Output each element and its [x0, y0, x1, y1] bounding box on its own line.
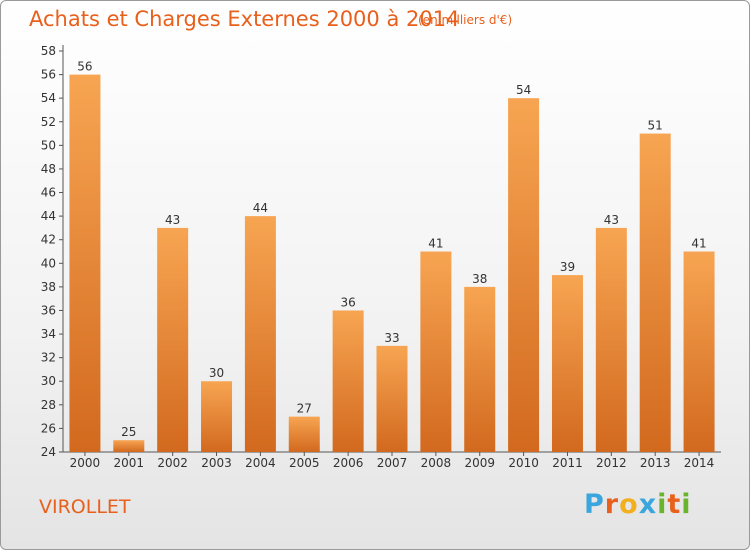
x-tick-label: 2005	[289, 456, 320, 470]
bar	[201, 381, 233, 452]
logo-letter: i	[657, 489, 668, 520]
bar	[683, 251, 715, 452]
bar	[332, 310, 364, 452]
data-label: 54	[516, 83, 531, 97]
x-tick-label: 2011	[552, 456, 583, 470]
chart-title: Achats et Charges Externes 2000 à 2014	[29, 7, 460, 31]
x-tick-label: 2009	[464, 456, 495, 470]
data-label: 43	[165, 213, 180, 227]
bar	[508, 98, 540, 453]
x-tick-label: 2004	[245, 456, 276, 470]
proxiti-logo[interactable]: Proxiti	[584, 489, 692, 520]
data-label: 36	[340, 295, 355, 309]
logo-letter: i	[681, 489, 692, 520]
bar	[69, 74, 101, 453]
bar	[551, 275, 583, 452]
x-tick-label: 2013	[640, 456, 671, 470]
data-label: 51	[648, 119, 663, 133]
bar	[288, 416, 320, 452]
x-tick-label: 2000	[70, 456, 101, 470]
x-tick-label: 2014	[684, 456, 715, 470]
y-tick-label: 56	[41, 68, 56, 82]
bar	[157, 227, 189, 452]
x-tick-label: 2012	[596, 456, 627, 470]
x-tick-label: 2003	[201, 456, 232, 470]
y-tick-label: 46	[41, 186, 56, 200]
data-label: 41	[428, 237, 443, 251]
data-label: 39	[560, 260, 575, 274]
y-tick-label: 42	[41, 233, 56, 247]
commune-name: VIROLLET	[39, 496, 131, 518]
data-label: 27	[297, 402, 312, 416]
bar	[595, 227, 627, 452]
x-tick-label: 2008	[421, 456, 452, 470]
x-tick-label: 2006	[333, 456, 364, 470]
y-tick-label: 58	[41, 44, 56, 58]
y-tick-label: 36	[41, 303, 56, 317]
data-label: 33	[384, 331, 399, 345]
y-tick-label: 34	[41, 327, 56, 341]
data-label: 30	[209, 366, 224, 380]
y-tick-label: 28	[41, 398, 56, 412]
x-tick-label: 2007	[377, 456, 408, 470]
y-tick-label: 40	[41, 256, 56, 270]
logo-letter: x	[638, 489, 658, 520]
data-label: 41	[691, 237, 706, 251]
y-tick-label: 48	[41, 162, 56, 176]
data-label: 25	[121, 425, 136, 439]
bar	[113, 440, 145, 452]
data-label: 38	[472, 272, 487, 286]
logo-letter: r	[604, 489, 620, 520]
chart-subtitle: (en milliers d'€)	[418, 13, 513, 27]
bar	[420, 251, 452, 452]
bar	[376, 345, 408, 452]
bar	[639, 133, 671, 452]
x-tick-label: 2010	[508, 456, 539, 470]
y-tick-label: 52	[41, 115, 56, 129]
x-tick-label: 2002	[157, 456, 188, 470]
bar	[244, 216, 276, 452]
y-tick-label: 44	[41, 209, 56, 223]
y-tick-label: 30	[41, 374, 56, 388]
y-tick-label: 24	[41, 445, 56, 459]
logo-letter: o	[619, 489, 639, 520]
data-label: 43	[604, 213, 619, 227]
y-tick-label: 32	[41, 351, 56, 365]
logo-letter: t	[667, 489, 682, 520]
y-tick-label: 50	[41, 138, 56, 152]
x-tick-label: 2001	[114, 456, 145, 470]
y-tick-label: 54	[41, 91, 56, 105]
y-tick-label: 26	[41, 421, 56, 435]
data-label: 44	[253, 201, 268, 215]
y-tick-label: 38	[41, 280, 56, 294]
bar	[464, 286, 496, 452]
logo-letter: P	[584, 489, 605, 520]
data-label: 56	[77, 60, 92, 74]
